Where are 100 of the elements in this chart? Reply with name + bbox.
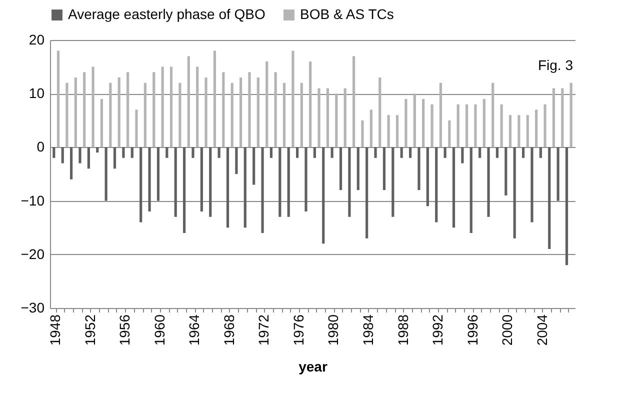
bar	[370, 110, 372, 148]
bar	[518, 115, 520, 148]
bar	[78, 147, 82, 164]
bar	[348, 147, 351, 217]
bar	[452, 147, 456, 228]
bar	[66, 82, 68, 148]
bar	[430, 104, 434, 148]
bar	[61, 147, 64, 164]
bar	[278, 147, 282, 217]
x-tick-label: 1972	[256, 314, 272, 346]
bar	[222, 72, 225, 148]
bar	[508, 115, 512, 148]
bar	[70, 147, 73, 180]
bar	[565, 147, 568, 266]
bar	[530, 147, 534, 222]
bar	[213, 50, 216, 148]
bar	[500, 104, 503, 148]
bar	[396, 115, 399, 148]
y-tick-label: −20	[20, 246, 45, 262]
bar	[192, 147, 194, 158]
bar	[178, 82, 182, 148]
bar	[400, 147, 403, 158]
legend-label: Average easterly phase of QBO	[68, 6, 266, 22]
bar	[109, 82, 112, 148]
bar	[444, 147, 446, 158]
bar	[122, 147, 125, 158]
bar	[496, 147, 499, 158]
bar	[130, 147, 134, 158]
bar	[235, 147, 238, 174]
bar	[282, 82, 286, 148]
bar	[526, 115, 529, 148]
bar	[408, 147, 412, 158]
bar	[504, 147, 508, 196]
bar	[83, 72, 86, 148]
legend-label: BOB & AS TCs	[300, 6, 394, 22]
bar	[161, 66, 164, 148]
bar	[244, 147, 246, 228]
bar	[487, 147, 490, 217]
bar	[448, 120, 451, 148]
bar	[287, 147, 290, 217]
bar	[292, 50, 294, 148]
bar	[552, 88, 556, 148]
bar	[344, 88, 346, 148]
x-tick-label: 1984	[360, 314, 376, 346]
bar	[87, 147, 90, 169]
bar	[182, 147, 186, 233]
bar	[230, 82, 234, 148]
y-tick-label: 20	[28, 32, 45, 48]
bar	[539, 147, 542, 158]
bar	[404, 98, 408, 148]
bar	[174, 147, 177, 217]
x-axis-title: year	[298, 358, 328, 374]
bar	[166, 147, 168, 158]
bar	[366, 147, 368, 238]
annotation: Fig. 3	[538, 57, 574, 73]
bar	[392, 147, 394, 217]
bar	[556, 147, 560, 201]
x-tick-label: 1996	[464, 314, 480, 346]
bar	[474, 104, 477, 148]
bar	[356, 147, 360, 190]
bar	[387, 115, 390, 148]
x-tick-label: 1992	[430, 314, 446, 346]
x-tick-label: 1980	[325, 314, 342, 346]
bar	[561, 88, 564, 148]
bar	[126, 72, 130, 148]
x-tick-label: 2000	[499, 314, 516, 346]
bar	[309, 61, 312, 148]
bar	[318, 88, 320, 148]
bar	[422, 98, 425, 148]
bar	[478, 147, 482, 158]
x-tick-label: 1956	[116, 314, 133, 346]
bar	[270, 147, 273, 158]
bar	[426, 147, 429, 206]
bar	[156, 147, 160, 201]
y-tick-label: −10	[20, 192, 45, 208]
bar	[296, 147, 299, 158]
bar	[361, 120, 364, 148]
bar	[456, 104, 460, 148]
bar	[104, 147, 108, 201]
bar	[148, 147, 151, 212]
bar	[100, 98, 104, 148]
bar	[152, 72, 156, 148]
bar	[513, 147, 516, 238]
bar	[144, 82, 146, 148]
bar	[535, 110, 538, 148]
bar	[118, 78, 120, 148]
bar	[570, 82, 572, 148]
bar	[378, 78, 382, 148]
bar	[92, 66, 94, 148]
y-tick-label: −30	[20, 300, 45, 316]
bar	[74, 78, 77, 148]
bar	[248, 72, 251, 148]
bar	[226, 147, 230, 228]
bar	[56, 50, 60, 148]
bar	[140, 147, 142, 222]
bar	[435, 147, 438, 222]
bar	[200, 147, 203, 212]
x-tick-label: 1964	[186, 314, 202, 346]
x-tick-label: 1968	[220, 314, 237, 346]
bar	[322, 147, 325, 244]
